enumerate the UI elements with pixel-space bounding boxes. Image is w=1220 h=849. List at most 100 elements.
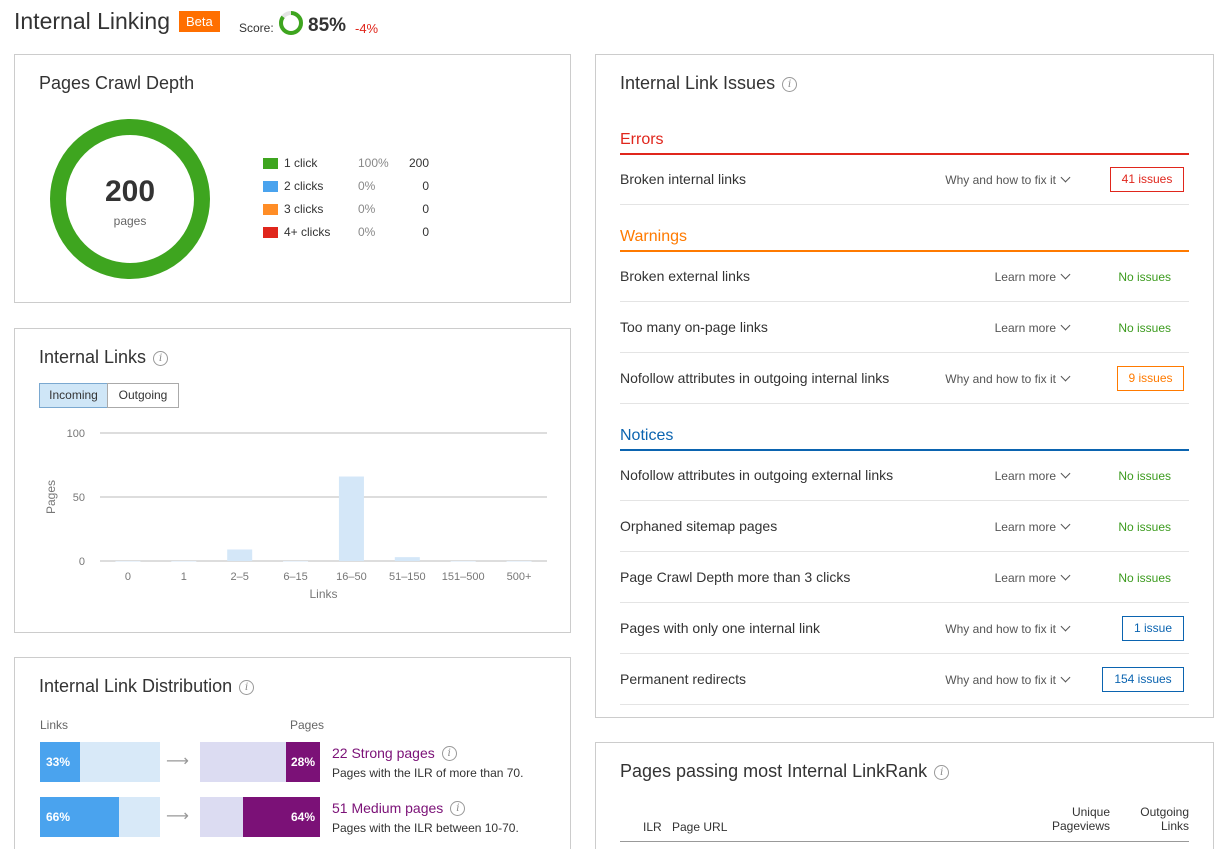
- medium-pages-label: 51 Medium pages: [332, 800, 444, 816]
- issues-title-text: Internal Link Issues: [620, 73, 776, 93]
- issue-row: Orphaned sitemap pages Learn more No iss…: [620, 501, 1189, 552]
- learn-more-link[interactable]: Learn more: [995, 269, 1071, 284]
- x-tick-label: 6–15: [283, 571, 307, 583]
- donut-segment-1-click: [50, 119, 210, 279]
- chevron-down-icon: [1060, 519, 1071, 530]
- issue-row: Permanent redirects Why and how to fix i…: [620, 654, 1189, 705]
- issue-name: Broken internal links: [620, 171, 747, 187]
- medium-pages-link[interactable]: 51 Medium pages i: [332, 800, 466, 816]
- issues-count-button[interactable]: 154 issues: [1102, 667, 1184, 692]
- issues-title: Internal Link Issues i: [620, 73, 798, 94]
- col-outgoing-links-line2: Links: [1160, 819, 1189, 833]
- legend-swatch: [263, 227, 278, 238]
- bar-4[interactable]: [338, 476, 364, 561]
- info-icon[interactable]: i: [153, 351, 169, 366]
- info-icon[interactable]: i: [450, 801, 466, 816]
- issue-name: Nofollow attributes in outgoing external…: [620, 467, 894, 483]
- strong-pages-link[interactable]: 22 Strong pages i: [332, 745, 457, 761]
- y-tick-label: 100: [67, 428, 85, 440]
- legend-pct: 0%: [358, 179, 376, 193]
- bar-7[interactable]: [506, 561, 532, 562]
- issue-row: Page Crawl Depth more than 3 clicks Lear…: [620, 552, 1189, 603]
- issues-count-button[interactable]: 1 issue: [1122, 616, 1184, 641]
- fix-link[interactable]: Why and how to fix it: [945, 172, 1071, 187]
- col-ilr[interactable]: ILR: [643, 820, 662, 834]
- learn-more-label: Learn more: [994, 321, 1056, 335]
- score-value: 85%: [308, 15, 347, 36]
- bar-1[interactable]: [171, 561, 197, 562]
- fix-link[interactable]: Why and how to fix it: [945, 672, 1071, 687]
- bar-5[interactable]: [394, 557, 420, 561]
- info-icon[interactable]: i: [782, 77, 798, 92]
- col-unique-pageviews-line1: Unique: [1071, 805, 1110, 819]
- legend-row-1-click[interactable]: 1 click 100% 200: [263, 156, 443, 170]
- col-outgoing-links[interactable]: Outgoing Links: [1116, 805, 1189, 833]
- issue-name: Nofollow attributes in outgoing internal…: [620, 370, 890, 386]
- crawl-depth-title: Pages Crawl Depth: [39, 73, 195, 93]
- bar-3[interactable]: [283, 561, 309, 562]
- legend-row-4-clicks[interactable]: 4+ clicks 0% 0: [263, 225, 443, 239]
- table-header-divider: [620, 841, 1189, 842]
- issues-count-button[interactable]: 9 issues: [1117, 366, 1184, 391]
- x-tick-label: 1: [181, 571, 187, 583]
- fix-link-label: Why and how to fix it: [945, 673, 1056, 687]
- chevron-down-icon: [1060, 172, 1071, 183]
- legend-pct: 0%: [358, 225, 376, 239]
- pages-column-header: Pages: [290, 718, 325, 732]
- crawl-depth-card: Pages Crawl Depth 200 pages 1 click 100%…: [14, 54, 571, 303]
- issue-row: Nofollow attributes in outgoing internal…: [620, 353, 1189, 404]
- issues-count-button[interactable]: 41 issues: [1110, 167, 1184, 192]
- issue-name: Page Crawl Depth more than 3 clicks: [620, 569, 851, 585]
- col-outgoing-links-line1: Outgoing: [1140, 805, 1189, 819]
- score-ring-icon: [279, 11, 303, 35]
- chevron-down-icon: [1060, 570, 1071, 581]
- x-tick-label: 2–5: [231, 571, 249, 583]
- fix-link[interactable]: Why and how to fix it: [945, 621, 1071, 636]
- legend-label: 4+ clicks: [284, 225, 331, 239]
- bar-0[interactable]: [115, 561, 141, 562]
- no-issues-status: No issues: [1118, 321, 1171, 335]
- legend-row-2-clicks[interactable]: 2 clicks 0% 0: [263, 179, 443, 193]
- no-issues-status: No issues: [1118, 270, 1171, 284]
- notices-header: Notices: [620, 427, 1189, 451]
- legend-label: 3 clicks: [284, 202, 324, 216]
- tab-outgoing[interactable]: Outgoing: [107, 383, 179, 408]
- info-icon[interactable]: i: [934, 765, 950, 780]
- learn-more-link[interactable]: Learn more: [994, 320, 1071, 335]
- col-unique-pageviews[interactable]: Unique Pageviews: [1036, 805, 1110, 833]
- y-tick-label: 50: [73, 492, 85, 504]
- arrow-icon: ⟶: [166, 808, 189, 825]
- links-column-header: Links: [40, 718, 69, 732]
- bar-6[interactable]: [450, 561, 476, 562]
- no-issues-status: No issues: [1118, 520, 1171, 534]
- internal-links-title: Internal Links i: [39, 347, 169, 368]
- learn-more-link[interactable]: Learn more: [995, 468, 1071, 483]
- bar-2[interactable]: [227, 549, 253, 561]
- fix-link-label: Why and how to fix it: [945, 372, 1056, 386]
- legend-label: 2 clicks: [284, 179, 324, 193]
- info-icon[interactable]: i: [441, 746, 457, 761]
- linkrank-title: Pages passing most Internal LinkRank i: [620, 761, 950, 782]
- errors-header: Errors: [620, 131, 1189, 155]
- learn-more-link[interactable]: Learn more: [995, 519, 1071, 534]
- x-axis-label: Links: [309, 587, 337, 601]
- issue-name: Permanent redirects: [620, 671, 747, 687]
- chevron-down-icon: [1060, 621, 1071, 632]
- legend-count: 0: [422, 202, 429, 216]
- issue-name: Pages with only one internal link: [620, 620, 821, 636]
- col-page-url[interactable]: Page URL: [672, 820, 728, 834]
- legend-count: 0: [422, 225, 429, 239]
- strong-pages-desc: Pages with the ILR of more than 70.: [332, 766, 524, 780]
- no-issues-status: No issues: [1118, 469, 1171, 483]
- issue-row: Pages with only one internal link Why an…: [620, 603, 1189, 654]
- fix-link[interactable]: Why and how to fix it: [945, 371, 1071, 386]
- score-delta: -4%: [355, 21, 379, 36]
- legend-row-3-clicks[interactable]: 3 clicks 0% 0: [263, 202, 443, 216]
- chevron-down-icon: [1060, 320, 1071, 331]
- info-icon[interactable]: i: [239, 680, 255, 695]
- pages-share-fill: 64%: [243, 797, 320, 837]
- tab-incoming[interactable]: Incoming: [39, 383, 108, 408]
- beta-badge: Beta: [179, 11, 220, 32]
- learn-more-link[interactable]: Learn more: [995, 570, 1071, 585]
- page-title: Internal Linking: [14, 8, 170, 34]
